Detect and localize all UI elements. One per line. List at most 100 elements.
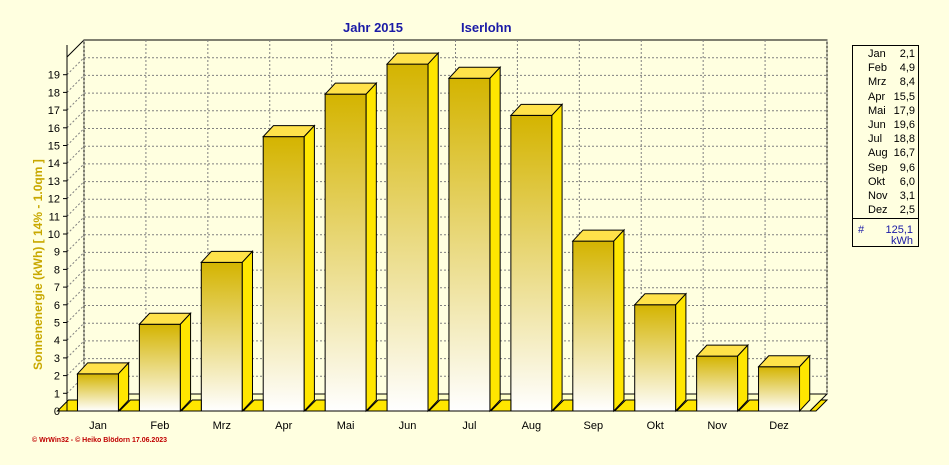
bar-side [303, 124, 315, 413]
bar-front [200, 261, 243, 412]
gridline-depth [66, 269, 85, 288]
legend-month: Jan [868, 48, 886, 60]
bar-side [427, 51, 439, 413]
legend-month: Nov [868, 190, 888, 202]
legend-total-symbol: # [858, 224, 865, 236]
bar-front [696, 355, 739, 412]
legend-row: Aug 16,7 [853, 146, 915, 161]
legend-row: Apr 15,5 [853, 90, 915, 105]
bar-side [675, 292, 687, 413]
legend: Jan 2,1 Feb 4,9 Mrz 8,4 Apr 15,5 Mai 17,9 Jun 19,6 J… [852, 45, 919, 247]
x-tick-label: Okt [647, 420, 664, 432]
y-tick-label: 7 [54, 282, 60, 294]
y-tick-label: 15 [48, 141, 60, 153]
bar-front [510, 114, 553, 412]
legend-month: Mrz [868, 76, 887, 89]
y-tick-label: 19 [48, 70, 60, 82]
y-tick-label: 1 [54, 388, 60, 400]
legend-month: Jun [868, 119, 886, 131]
gridline-depth [66, 92, 85, 111]
gridline-depth [66, 216, 85, 235]
bar-front [324, 93, 367, 412]
bar-side [365, 81, 377, 413]
y-tick-label: 17 [48, 105, 60, 117]
bar-side [737, 343, 749, 413]
x-tick-label: Feb [150, 420, 169, 432]
gridline-depth [66, 128, 85, 146]
legend-month: Apr [868, 90, 886, 103]
x-tick-label: Jan [89, 420, 107, 432]
gridline-depth [66, 305, 85, 323]
y-tick-label: 14 [48, 158, 60, 170]
gridline-depth [66, 57, 85, 76]
legend-value: 3,1 [899, 190, 915, 202]
gridline-depth [66, 198, 85, 217]
legend-value: 16,7 [893, 147, 915, 160]
legend-total-value: 125,1 [885, 224, 913, 236]
x-tick-label: Aug [522, 420, 542, 432]
x-tick-label: Jul [462, 420, 476, 432]
legend-month: Dez [868, 204, 888, 217]
y-tick-label: 11 [49, 211, 60, 223]
gridline-depth [66, 181, 85, 199]
gridline-depth [66, 110, 85, 129]
bar-side [613, 228, 625, 413]
y-axis-label: Sonnenenergie (kWh) [ 14% - 1.0qm ] [31, 159, 45, 370]
y-tick-label: 16 [48, 123, 60, 135]
x-tick-label: Jun [399, 420, 417, 432]
y-tick-label: 6 [54, 300, 60, 312]
legend-divider [853, 218, 918, 219]
bar-front [758, 366, 801, 412]
legend-value: 17,9 [893, 104, 915, 117]
x-tick-label: Mrz [213, 420, 231, 432]
gridline-depth [66, 75, 85, 93]
legend-value: 18,8 [893, 133, 915, 146]
bar-side [551, 103, 563, 413]
gridline-depth [66, 163, 85, 182]
bar-front [138, 323, 181, 412]
legend-value: 8,4 [899, 76, 915, 89]
legend-row: Dez 2,5 [853, 203, 915, 218]
gridline-depth [66, 358, 85, 376]
gridline-depth [66, 234, 85, 253]
bar-front [386, 63, 429, 412]
bar-side [489, 65, 501, 413]
legend-value: 6,0 [899, 175, 915, 188]
legend-value: 15,5 [893, 90, 915, 103]
bar-front [262, 136, 305, 412]
legend-row: Jan 2,1 [853, 47, 915, 62]
bar-front [448, 77, 491, 412]
y-tick-label: 5 [54, 318, 60, 330]
legend-row: Nov 3,1 [853, 189, 915, 204]
y-tick-label: 13 [48, 176, 60, 188]
legend-month: Aug [868, 147, 888, 160]
y-tick-label: 10 [48, 229, 60, 241]
legend-value: 2,5 [899, 204, 915, 217]
legend-value: 4,9 [899, 62, 915, 75]
y-tick-label: 0 [54, 406, 60, 418]
x-tick-label: Apr [275, 420, 292, 432]
bar-side [117, 361, 130, 413]
legend-value: 9,6 [899, 161, 915, 174]
legend-row: Okt 6,0 [853, 175, 915, 190]
plot-corner-edge [66, 39, 85, 58]
legend-month: Sep [868, 161, 888, 174]
legend-row: Sep 9,6 [853, 161, 915, 176]
legend-month: Jul [868, 133, 883, 146]
legend-month: Feb [868, 62, 887, 75]
legend-total-unit: kWh [891, 235, 913, 247]
bar-side [179, 311, 192, 413]
y-tick-label: 4 [54, 335, 60, 347]
bar-front [76, 373, 119, 412]
chart-title: Jahr 2015 [343, 20, 403, 35]
legend-row: Jul 18,8 [853, 132, 915, 147]
gridline-depth [66, 145, 85, 164]
y-tick-label: 2 [54, 371, 60, 383]
x-tick-label: Nov [707, 420, 727, 432]
y-tick-label: 9 [54, 247, 60, 259]
y-tick-label: 8 [54, 264, 60, 276]
x-tick-label: Dez [769, 420, 789, 432]
gridline-depth [66, 340, 85, 359]
bar-front [634, 304, 677, 412]
